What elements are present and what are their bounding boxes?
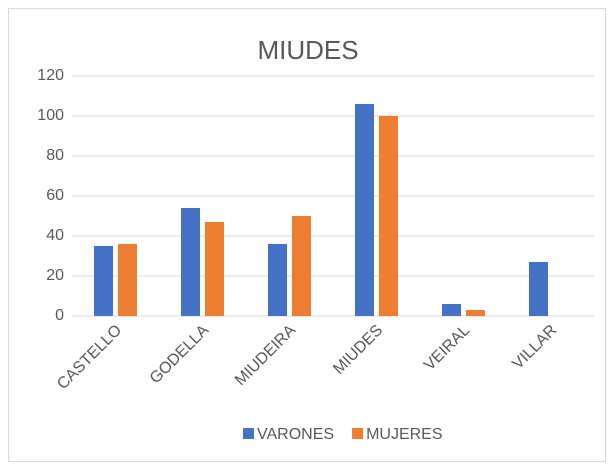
legend-label: VARONES: [257, 426, 334, 443]
legend-swatch: [352, 428, 364, 439]
y-tick-label: 120: [37, 67, 64, 84]
y-tick-label: 0: [55, 307, 64, 324]
chart-title: MIUDES: [257, 35, 358, 65]
legend-label: MUJERES: [366, 426, 442, 443]
bar: [466, 310, 485, 316]
bar: [94, 246, 113, 316]
bar: [442, 304, 461, 316]
y-tick-label: 40: [46, 227, 64, 244]
bar: [292, 216, 311, 316]
bar: [355, 104, 374, 316]
legend-swatch: [243, 428, 254, 439]
bar: [268, 244, 287, 316]
bar: [205, 222, 224, 316]
bar: [181, 208, 200, 316]
y-tick-label: 100: [37, 107, 64, 124]
y-tick-label: 20: [46, 267, 64, 284]
bar: [529, 262, 548, 316]
y-tick-label: 80: [46, 147, 64, 164]
bar: [118, 244, 137, 316]
bar: [379, 116, 398, 316]
y-tick-label: 60: [46, 187, 64, 204]
